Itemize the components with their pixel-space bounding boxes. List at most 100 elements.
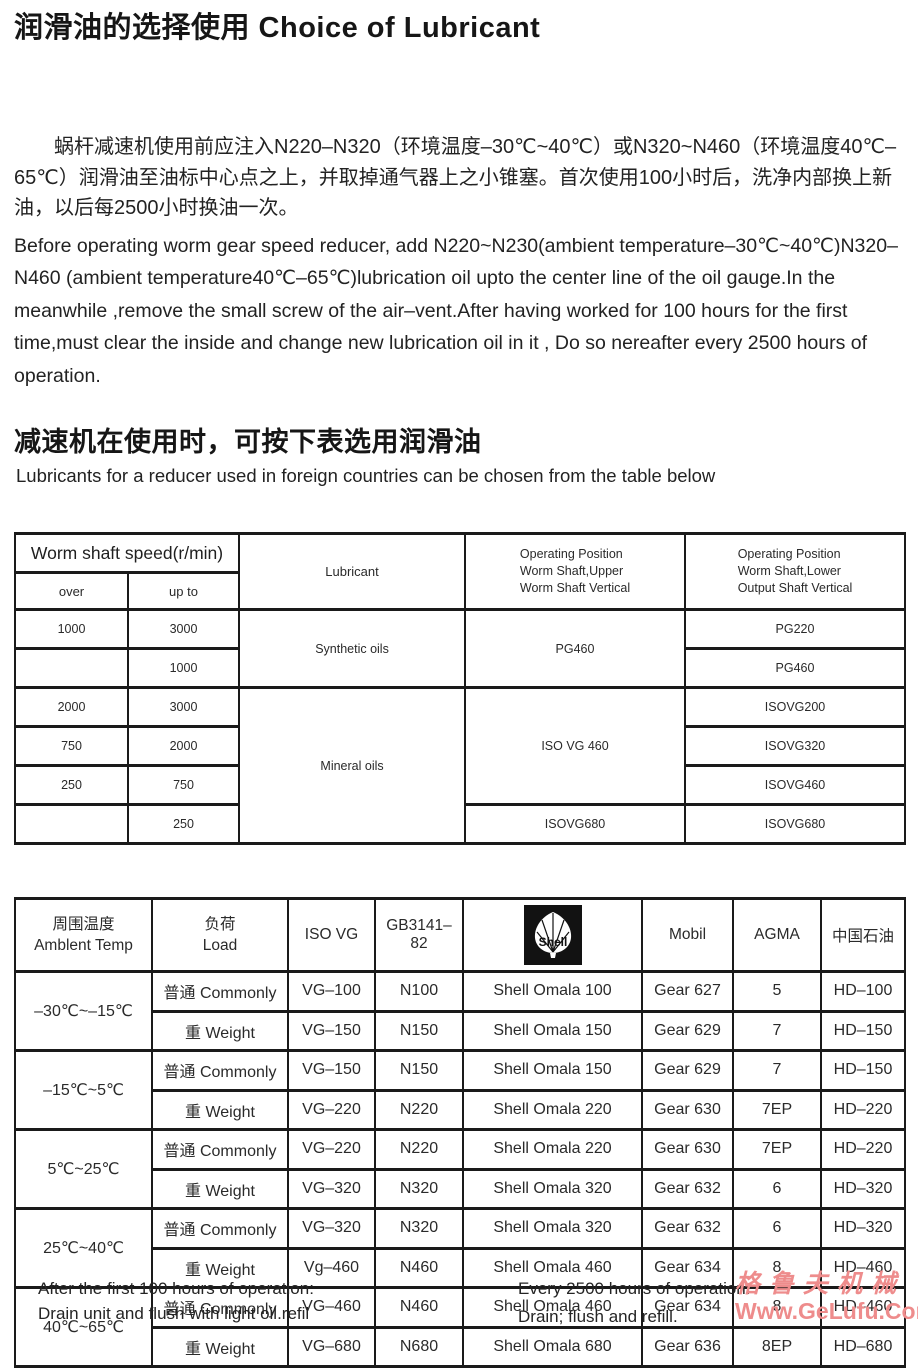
china-oil-header-cell: 中国石油 [820,897,906,973]
table-cell: ISOVG680 [684,803,907,845]
table-cell: 5 [732,970,822,1013]
temp-range-cell: –15℃~5℃ [14,1049,153,1131]
over-header-cell: over [14,571,129,611]
page-title: 润滑油的选择使用 Choice of Lubricant [14,12,541,44]
table-cell: ISOVG320 [684,725,907,767]
iso-vg-header-cell: ISO VG [287,897,376,973]
table-cell [14,647,129,689]
table-cell: PG220 [684,608,907,650]
document-page: 润滑油的选择使用 Choice of Lubricant 蜗杆减速机使用前应注入… [0,4,918,1368]
footer-note-every-2500-hours: Every 2500 hours of operation: Drain; fl… [518,1279,751,1326]
operating-position-upper-header-cell: Operating Position Worm Shaft,Upper Worm… [464,532,687,611]
intro-paragraph-en: Before operating worm gear speed reducer… [14,234,898,387]
table-cell: HD–220 [820,1128,906,1171]
table-cell: 7 [732,1009,822,1052]
table-cell: 2000 [126,725,241,767]
table-cell: N150 [374,1049,464,1092]
table-cell: 6 [732,1167,822,1210]
table-cell: 8EP [732,1325,822,1368]
table-cell: N460 [374,1286,464,1329]
table-cell: 6 [732,1207,822,1250]
table-cell: N150 [374,1009,464,1052]
table-cell: N100 [374,970,464,1013]
table-cell: VG–100 [287,970,376,1013]
table-cell: HD–220 [820,1088,906,1131]
table-cell: Gear 632 [641,1207,734,1250]
table-cell: Gear 630 [641,1128,734,1171]
operating-position-lower-header-cell: Operating Position Worm Shaft,Lower Outp… [684,532,907,611]
load-header-text: 负荷 Load [202,916,238,954]
table-cell: 7EP [732,1088,822,1131]
table-cell: Gear 630 [641,1088,734,1131]
temp-range-cell: 5℃~25℃ [14,1128,153,1210]
table-cell: 8 [732,1246,822,1289]
table-cell: VG–220 [287,1088,376,1131]
table-cell: Shell Omala 320 [462,1207,643,1250]
table-cell: N220 [374,1128,464,1171]
table-cell: 重 Weight [151,1009,289,1052]
intro-paragraph-zh: 蜗杆减速机使用前应注入N220–N320（环境温度–30℃~40℃）或N320~… [14,136,897,219]
table-cell: Gear 634 [641,1246,734,1289]
table-cell: PG460 [684,647,907,689]
table-cell: 7 [732,1049,822,1092]
shell-logo-icon: Shell [523,905,582,965]
footer-note-first-100-hours: After the first 100 hours of operation: … [38,1279,314,1323]
table-cell: ISO VG 460 [464,686,687,806]
table-cell: Shell Omala 460 [462,1246,643,1289]
table-cell: 重 Weight [151,1325,289,1368]
table-cell: 3000 [126,686,241,728]
table-cell: Shell Omala 220 [462,1088,643,1131]
temp-range-cell: 25℃~40℃ [14,1207,153,1289]
worm-shaft-speed-table: Worm shaft speed(r/min) Lubricant Operat… [13,532,907,845]
table-cell: ISOVG200 [684,686,907,728]
watermark-url: Www.GeLufu.Com [735,1298,918,1324]
table-cell: N460 [374,1246,464,1289]
table-cell: N320 [374,1167,464,1210]
table-cell: Gear 634 [641,1286,734,1329]
table-cell: 普通 Commonly [151,970,289,1013]
table-cell: N220 [374,1088,464,1131]
table-cell: Shell Omala 320 [462,1167,643,1210]
table-cell: VG–150 [287,1049,376,1092]
table-cell: 重 Weight [151,1246,289,1289]
table-cell: 1000 [14,608,129,650]
svg-text:Shell: Shell [538,935,567,949]
section-subtitle-en: Lubricants for a reducer used in foreign… [16,465,716,486]
table-cell: 3000 [126,608,241,650]
agma-header-cell: AGMA [732,897,822,973]
table-cell: 250 [14,764,129,806]
table-cell: HD–150 [820,1009,906,1052]
table-cell: Vg–460 [287,1246,376,1289]
load-header-cell: 负荷 Load [151,897,289,973]
table-cell: N320 [374,1207,464,1250]
table-cell: ISOVG460 [684,764,907,806]
table-cell: Gear 636 [641,1325,734,1368]
section-heading-zh: 减速机在使用时，可按下表选用润滑油 [14,427,482,457]
table-cell [14,803,129,845]
table-cell: VG–220 [287,1128,376,1171]
upto-header-cell: up to [126,571,241,611]
watermark-company-name: 格鲁夫机械 [735,1270,906,1298]
watermark: 格鲁夫机械 Www.GeLufu.Com [735,1270,918,1324]
ambient-temp-header-text: 周围温度 Amblent Temp [34,916,133,954]
ambient-temp-header-cell: 周围温度 Amblent Temp [14,897,153,973]
table-cell: VG–320 [287,1207,376,1250]
table-cell: 1000 [126,647,241,689]
table-cell: 普通 Commonly [151,1207,289,1250]
operating-position-upper-text: Operating Position Worm Shaft,Upper Worm… [519,547,631,595]
table-cell: 普通 Commonly [151,1049,289,1092]
table-cell: 重 Weight [151,1088,289,1131]
table-cell: 750 [14,725,129,767]
table-cell: ISOVG680 [464,803,687,845]
lubricant-header-cell: Lubricant [238,532,467,611]
table-cell: 750 [126,764,241,806]
table-cell: HD–320 [820,1167,906,1210]
table-cell: Shell Omala 100 [462,970,643,1013]
table-cell: PG460 [464,608,687,689]
table-cell: Gear 627 [641,970,734,1013]
temp-range-cell: –30℃~–15℃ [14,970,153,1052]
table-cell: HD–320 [820,1207,906,1250]
table-cell: Gear 629 [641,1049,734,1092]
table-cell: VG–150 [287,1009,376,1052]
table-cell: HD–680 [820,1325,906,1368]
